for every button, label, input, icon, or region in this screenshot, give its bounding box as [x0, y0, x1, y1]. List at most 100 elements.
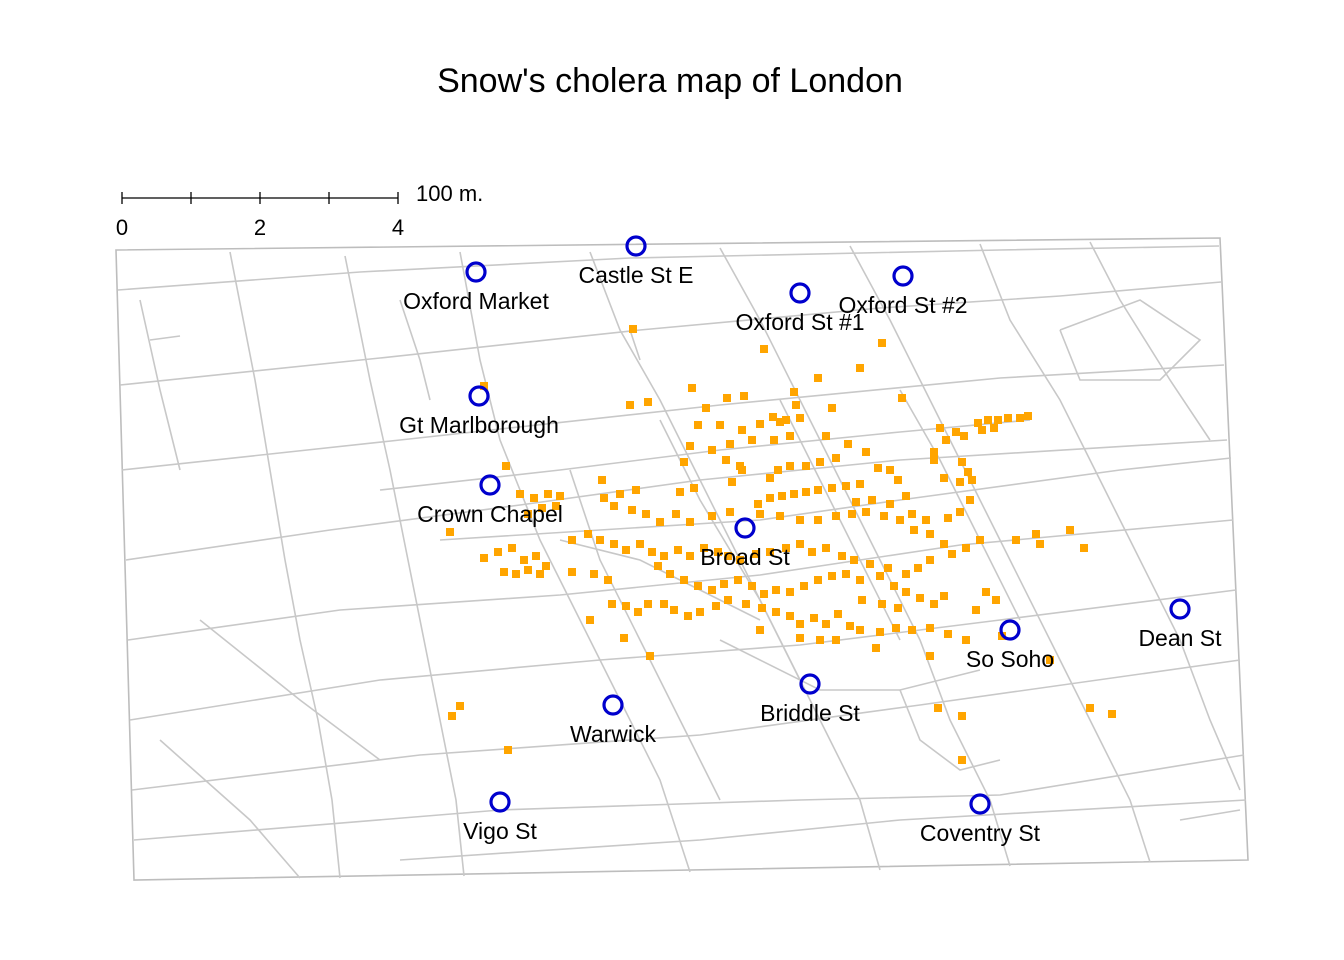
- cholera-death-marker: [814, 516, 822, 524]
- pump-label: Oxford St #1: [735, 309, 864, 335]
- pump-marker: [734, 517, 756, 539]
- cholera-death-marker: [1046, 656, 1054, 664]
- cholera-death-marker: [908, 626, 916, 634]
- cholera-death-marker: [610, 502, 618, 510]
- street: [159, 739, 301, 879]
- cholera-death-marker: [714, 548, 722, 556]
- cholera-death-marker: [842, 570, 850, 578]
- cholera-death-marker: [858, 596, 866, 604]
- cholera-death-marker: [976, 536, 984, 544]
- street: [344, 255, 465, 877]
- pump-label: Briddle St: [760, 700, 860, 726]
- cholera-death-marker: [990, 424, 998, 432]
- cholera-death-marker: [622, 602, 630, 610]
- cholera-death-marker: [832, 512, 840, 520]
- street: [399, 799, 1247, 861]
- cholera-death-marker: [930, 448, 938, 456]
- cholera-death-marker: [726, 508, 734, 516]
- cholera-death-marker: [972, 606, 980, 614]
- cholera-death-marker: [684, 612, 692, 620]
- cholera-death-marker: [772, 608, 780, 616]
- cholera-death-marker: [814, 374, 822, 382]
- pump-label: Castle St E: [578, 262, 693, 288]
- cholera-death-marker: [742, 600, 750, 608]
- cholera-death-marker: [846, 622, 854, 630]
- cholera-death-marker: [796, 540, 804, 548]
- cholera-death-marker: [760, 590, 768, 598]
- pump-marker: [1169, 598, 1191, 620]
- cholera-death-marker: [796, 414, 804, 422]
- scale-bar-tick-label: 4: [392, 215, 404, 240]
- pump-label: Dean St: [1138, 625, 1222, 651]
- cholera-death-marker: [810, 614, 818, 622]
- cholera-death-marker: [982, 588, 990, 596]
- cholera-death-marker: [1036, 540, 1044, 548]
- pump-label: Gt Marlborough: [399, 412, 559, 438]
- cholera-death-marker: [960, 432, 968, 440]
- cholera-death-marker: [556, 492, 564, 500]
- cholera-death-marker: [814, 486, 822, 494]
- cholera-death-marker: [620, 634, 628, 642]
- cholera-death-marker: [680, 458, 688, 466]
- cholera-death-marker: [1066, 526, 1074, 534]
- cholera-death-marker: [964, 468, 972, 476]
- cholera-death-marker: [816, 458, 824, 466]
- cholera-death-marker: [792, 401, 800, 409]
- cholera-death-marker: [862, 508, 870, 516]
- pumps-layer: Oxford Market Castle St E Oxford St #1Oxfo…: [399, 235, 1222, 846]
- street: [459, 251, 691, 873]
- cholera-death-marker: [512, 570, 520, 578]
- street: [133, 754, 1245, 841]
- pump-marker: [479, 474, 501, 496]
- pump-marker: [969, 793, 991, 815]
- street: [199, 619, 381, 761]
- street: [117, 245, 1220, 291]
- cholera-death-marker: [816, 636, 824, 644]
- cholera-death-marker: [708, 512, 716, 520]
- cholera-death-marker: [994, 416, 1002, 424]
- cholera-death-marker: [494, 548, 502, 556]
- cholera-death-marker: [530, 494, 538, 502]
- cholera-death-marker: [902, 492, 910, 500]
- scale-bar-unit-label: 100 m.: [416, 181, 483, 206]
- cholera-death-marker: [958, 756, 966, 764]
- cholera-death-marker: [884, 564, 892, 572]
- cholera-death-marker: [940, 592, 948, 600]
- cholera-death-marker: [876, 572, 884, 580]
- street: [121, 364, 1225, 471]
- cholera-death-marker: [944, 630, 952, 638]
- cholera-death-marker: [686, 552, 694, 560]
- street: [849, 245, 1151, 863]
- cholera-death-marker: [822, 620, 830, 628]
- cholera-death-marker: [962, 636, 970, 644]
- cholera-death-marker: [942, 436, 950, 444]
- cholera-death-marker: [636, 540, 644, 548]
- cholera-death-marker: [796, 516, 804, 524]
- cholera-death-marker: [956, 478, 964, 486]
- cholera-death-marker: [984, 416, 992, 424]
- cholera-death-marker: [944, 514, 952, 522]
- cholera-death-marker: [756, 626, 764, 634]
- street: [399, 299, 431, 401]
- cholera-death-marker: [598, 476, 606, 484]
- street: [139, 299, 181, 471]
- pump-label: Crown Chapel: [417, 501, 563, 527]
- cholera-death-marker: [974, 419, 982, 427]
- cholera-death-marker: [676, 488, 684, 496]
- cholera-death-marker: [786, 462, 794, 470]
- cholera-death-marker: [536, 570, 544, 578]
- map-boundary: [115, 237, 1249, 881]
- cholera-death-marker: [656, 518, 664, 526]
- street: [899, 389, 1021, 621]
- cholera-death-marker: [766, 494, 774, 502]
- pump-marker: [625, 235, 647, 257]
- cholera-death-marker: [872, 644, 880, 652]
- cholera-death-marker: [644, 600, 652, 608]
- cholera-death-marker: [786, 588, 794, 596]
- cholera-death-marker: [738, 426, 746, 434]
- cholera-death-marker: [734, 576, 742, 584]
- cholera-death-marker: [878, 600, 886, 608]
- street: [125, 439, 1228, 561]
- cholera-death-marker: [808, 548, 816, 556]
